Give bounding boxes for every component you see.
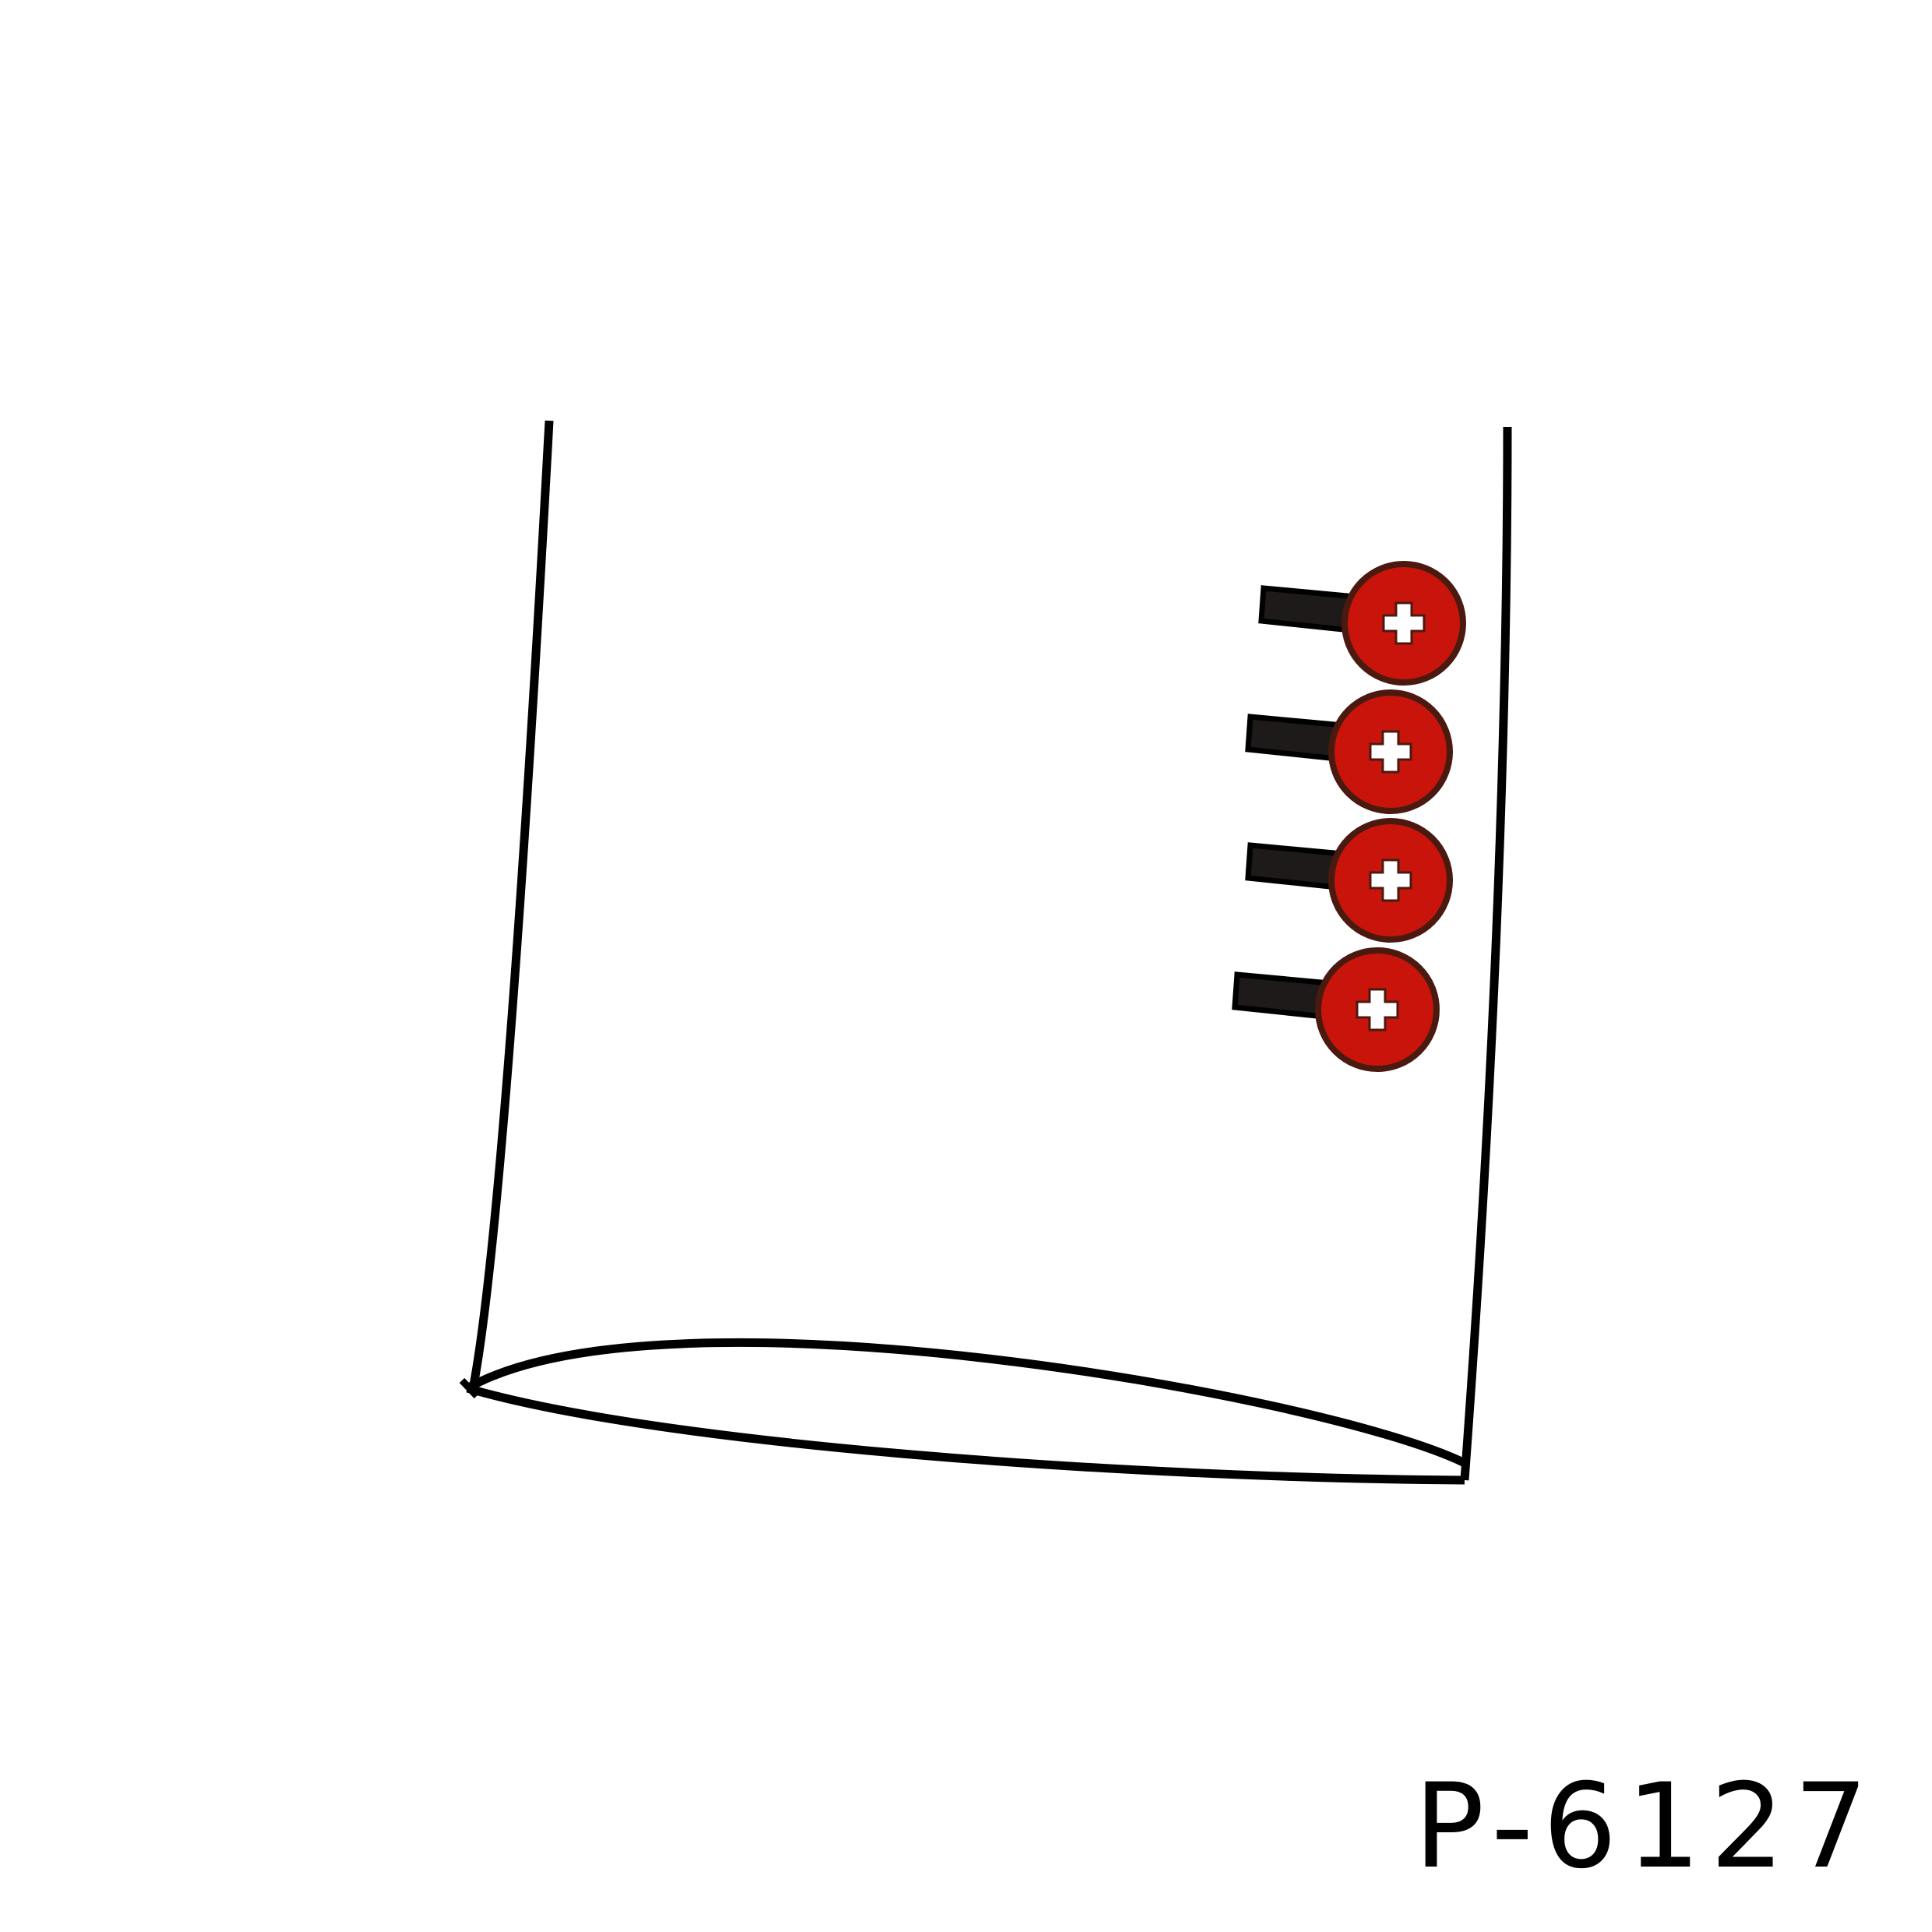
- sleeve-left-edge: [469, 420, 554, 1386]
- button-3: [1245, 818, 1453, 943]
- sleeve-buttons: [1232, 561, 1466, 1072]
- cuff-opening-bottom: [466, 1384, 1465, 1485]
- cross-icon: [1356, 988, 1399, 1031]
- button-4: [1232, 947, 1440, 1072]
- button-2: [1245, 689, 1453, 814]
- button-1: [1258, 561, 1466, 686]
- cuff-opening-top: [465, 1338, 1467, 1467]
- product-code: P-6127: [1413, 1759, 1877, 1895]
- cuff-left-corner: [459, 1377, 480, 1399]
- cross-icon: [1382, 601, 1426, 645]
- cross-icon: [1369, 858, 1412, 902]
- sleeve-right-edge: [1460, 426, 1512, 1481]
- cross-icon: [1369, 730, 1412, 774]
